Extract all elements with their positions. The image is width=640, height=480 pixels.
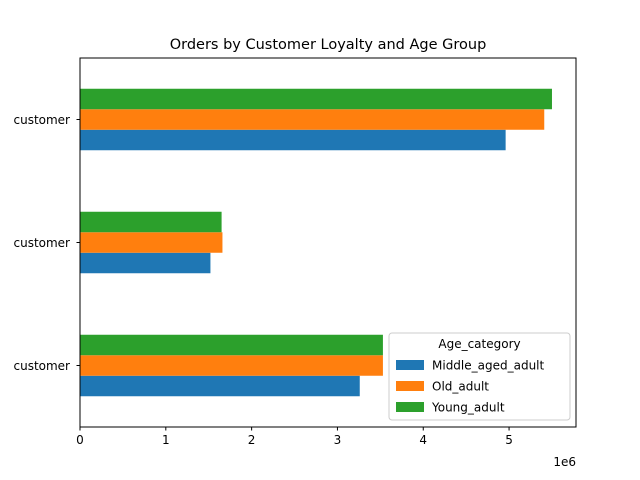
y-tick-label: customer xyxy=(13,113,70,127)
x-tick-label: 5 xyxy=(505,433,513,447)
legend-swatch-young-adult xyxy=(396,402,424,412)
legend-title: Age_category xyxy=(438,337,520,351)
x-axis-offset-label: 1e6 xyxy=(553,455,576,469)
x-tick-label: 1 xyxy=(162,433,170,447)
bar-old-adult-1 xyxy=(80,109,545,130)
y-axis-ticks: customer customer customer xyxy=(13,113,80,373)
bar-middle-aged-adult-3 xyxy=(80,375,360,397)
x-tick-label: 4 xyxy=(419,433,427,447)
plot-frame xyxy=(79,57,577,428)
legend: Age_category Middle_aged_adult Old_adult Y… xyxy=(388,332,571,421)
legend-label-middle-aged-adult: Middle_aged_adult xyxy=(432,359,545,373)
x-tick-label: 3 xyxy=(334,433,342,447)
y-tick-label: customer xyxy=(13,236,70,250)
bar-young-adult-2 xyxy=(80,211,222,233)
chart-title: Orders by Customer Loyalty and Age Group xyxy=(170,37,487,53)
bar-middle-aged-adult-1 xyxy=(80,129,506,151)
bar-old-adult-3 xyxy=(80,355,383,376)
legend-box xyxy=(388,332,571,421)
bars-group xyxy=(80,88,552,397)
legend-label-young-adult: Young_adult xyxy=(431,401,505,415)
legend-swatch-middle-aged-adult xyxy=(396,360,424,370)
x-tick-label: 2 xyxy=(248,433,256,447)
legend-swatch-old-adult xyxy=(396,381,424,391)
bar-young-adult-1 xyxy=(80,88,552,110)
legend-entries: Middle_aged_adult Old_adult Young_adult xyxy=(396,359,545,415)
x-tick-label: 0 xyxy=(76,433,84,447)
bar-old-adult-2 xyxy=(80,232,223,253)
x-axis-ticks: 0 1 2 3 4 5 xyxy=(76,427,513,447)
legend-label-old-adult: Old_adult xyxy=(432,380,489,394)
bar-middle-aged-adult-2 xyxy=(80,252,211,274)
y-tick-label: customer xyxy=(13,359,70,373)
bar-young-adult-3 xyxy=(80,334,383,356)
